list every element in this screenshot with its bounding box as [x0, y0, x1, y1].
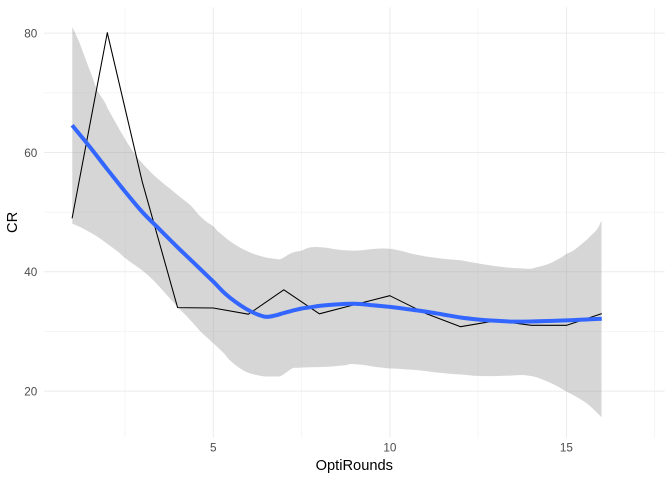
svg-text:10: 10 [383, 442, 397, 455]
svg-text:40: 40 [24, 266, 38, 279]
svg-text:60: 60 [24, 147, 38, 160]
svg-text:80: 80 [24, 28, 38, 41]
svg-text:20: 20 [24, 385, 38, 398]
svg-text:CR: CR [5, 212, 21, 233]
svg-text:15: 15 [560, 442, 574, 455]
svg-text:5: 5 [210, 442, 217, 455]
svg-text:OptiRounds: OptiRounds [316, 458, 393, 474]
